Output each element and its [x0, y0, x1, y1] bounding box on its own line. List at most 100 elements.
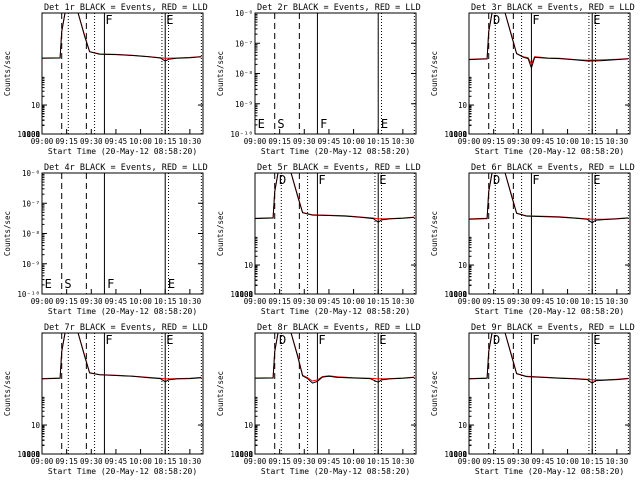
det5-ytick-label-4: 10000 [230, 290, 253, 299]
det3-marker-d-0: D [493, 13, 500, 27]
det4-xtick-label-4: 10:00 [129, 297, 152, 306]
det7-marker-f-0: F [105, 333, 112, 347]
det6-series-events [469, 173, 629, 224]
det4-ytick-label-4: 10⁻⁶ [22, 169, 40, 178]
det5-xtick-label-2: 09:30 [293, 297, 316, 306]
det3-ytick-label-1: 10 [458, 101, 468, 110]
det1-ytick-label-1: 10 [31, 101, 41, 110]
det6-xtick-label-6: 10:30 [606, 297, 629, 306]
det7-series-events [42, 333, 202, 383]
det9-ytick-label-3: 1000 [449, 450, 468, 459]
det7-xtick-label-6: 10:30 [179, 457, 202, 466]
det8-marker-e-2: E [379, 333, 386, 347]
det8-ytick-label-0: 1 [248, 450, 253, 459]
det6-ytick-label-4: 10000 [444, 290, 467, 299]
det5-xtick-label-0: 09:00 [244, 297, 267, 306]
det3-ytick-label-2: 100 [453, 130, 467, 139]
det4-ylabel: Counts/sec [3, 211, 12, 256]
det1-ytick-label-0: 1 [35, 130, 40, 139]
det1-xtick-label-6: 10:30 [179, 137, 202, 146]
det6-ytick-label-1: 10 [458, 261, 468, 270]
det6-ytick-label-0: 1 [462, 290, 467, 299]
det2-title: Det 2r BLACK = Events, RED = LLD [257, 3, 421, 13]
det9-xtick-label-2: 09:30 [507, 457, 530, 466]
det4-xtick-label-5: 10:15 [154, 297, 177, 306]
det7-ylabel: Counts/sec [3, 371, 12, 416]
det9-marker-d-0: D [493, 333, 500, 347]
det3-ylabel: Counts/sec [430, 51, 439, 96]
det2-xlabel: Start Time (20-May-12 08:58:20) [261, 147, 410, 156]
det9-title: Det 9r BLACK = Events, RED = LLD [471, 323, 635, 333]
det8-xtick-label-3: 09:45 [318, 457, 341, 466]
det1-series-lld [42, 13, 202, 59]
det7-xtick-label-0: 09:00 [31, 457, 54, 466]
det8-xlabel: Start Time (20-May-12 08:58:20) [261, 467, 410, 476]
det4-xtick-label-1: 09:15 [55, 297, 78, 306]
det9-xlabel: Start Time (20-May-12 08:58:20) [475, 467, 624, 476]
det6-ytick-label-3: 1000 [449, 290, 468, 299]
det2-ytick-label-4: 10⁻⁶ [235, 9, 253, 18]
det6-ytick-label-2: 100 [453, 290, 467, 299]
det3-xtick-label-5: 10:15 [581, 137, 604, 146]
det5-ytick-label-1: 10 [244, 261, 254, 270]
det8-marker-d-0: D [279, 333, 286, 347]
det3-axes-box [468, 12, 631, 135]
det9-series-events [469, 333, 629, 384]
det9-ytick-label-4: 10000 [444, 450, 467, 459]
det4-xtick-label-2: 09:30 [80, 297, 103, 306]
det1-axes-box [41, 12, 204, 135]
det3-xlabel: Start Time (20-May-12 08:58:20) [475, 147, 624, 156]
det8-xtick-label-2: 09:30 [293, 457, 316, 466]
det6-marker-d-0: D [493, 173, 500, 187]
det2-ytick-label-1: 10⁻⁹ [235, 100, 253, 109]
det8-xtick-label-0: 09:00 [244, 457, 267, 466]
det2-marker-s-1: S [277, 117, 284, 131]
det5-marker-f-1: F [318, 173, 325, 187]
det7-xtick-label-2: 09:30 [80, 457, 103, 466]
det2-xtick-label-1: 09:15 [268, 137, 291, 146]
det3-ytick-label-4: 10000 [444, 130, 467, 139]
det5-marker-e-2: E [379, 173, 386, 187]
det9-axes-box [468, 332, 631, 455]
det3-xtick-label-6: 10:30 [606, 137, 629, 146]
det5-title: Det 5r BLACK = Events, RED = LLD [257, 163, 421, 173]
det7-xtick-label-1: 09:15 [55, 457, 78, 466]
det2-xtick-label-0: 09:00 [244, 137, 267, 146]
det2-marker-e-0: E [258, 117, 265, 131]
det3-marker-f-1: F [532, 13, 539, 27]
det6-marker-e-2: E [593, 173, 600, 187]
det1-xtick-label-3: 09:45 [105, 137, 128, 146]
det1-ytick-label-4: 10000 [17, 130, 40, 139]
det3-xtick-label-2: 09:30 [507, 137, 530, 146]
det2-ytick-label-2: 10⁻⁸ [235, 70, 253, 79]
det3-xtick-label-0: 09:00 [458, 137, 481, 146]
det7-xtick-label-4: 10:00 [129, 457, 152, 466]
det7-ytick-label-4: 10000 [17, 450, 40, 459]
det6-xlabel: Start Time (20-May-12 08:58:20) [475, 307, 624, 316]
det7-xtick-label-3: 09:45 [105, 457, 128, 466]
det1-ylabel: Counts/sec [3, 51, 12, 96]
det4-xtick-label-6: 10:30 [179, 297, 202, 306]
det3-marker-e-2: E [593, 13, 600, 27]
det5-marker-d-0: D [279, 173, 286, 187]
det8-ytick-label-1: 10 [244, 421, 254, 430]
det5-ylabel: Counts/sec [216, 211, 225, 256]
det7-xtick-label-5: 10:15 [154, 457, 177, 466]
det3-ytick-label-0: 1 [462, 130, 467, 139]
det1-marker-e-1: E [166, 13, 173, 27]
det4-xtick-label-0: 09:00 [31, 297, 54, 306]
det4-marker-f-2: F [107, 277, 114, 291]
det4-ytick-label-3: 10⁻⁷ [22, 199, 40, 208]
det2-xtick-label-2: 09:30 [293, 137, 316, 146]
det7-xlabel: Start Time (20-May-12 08:58:20) [48, 467, 197, 476]
det1-ytick-label-3: 1000 [22, 130, 41, 139]
det9-xtick-label-5: 10:15 [581, 457, 604, 466]
det7-ytick-label-1: 10 [31, 421, 41, 430]
det8-axes-box [254, 332, 417, 455]
det5-xtick-label-3: 09:45 [318, 297, 341, 306]
